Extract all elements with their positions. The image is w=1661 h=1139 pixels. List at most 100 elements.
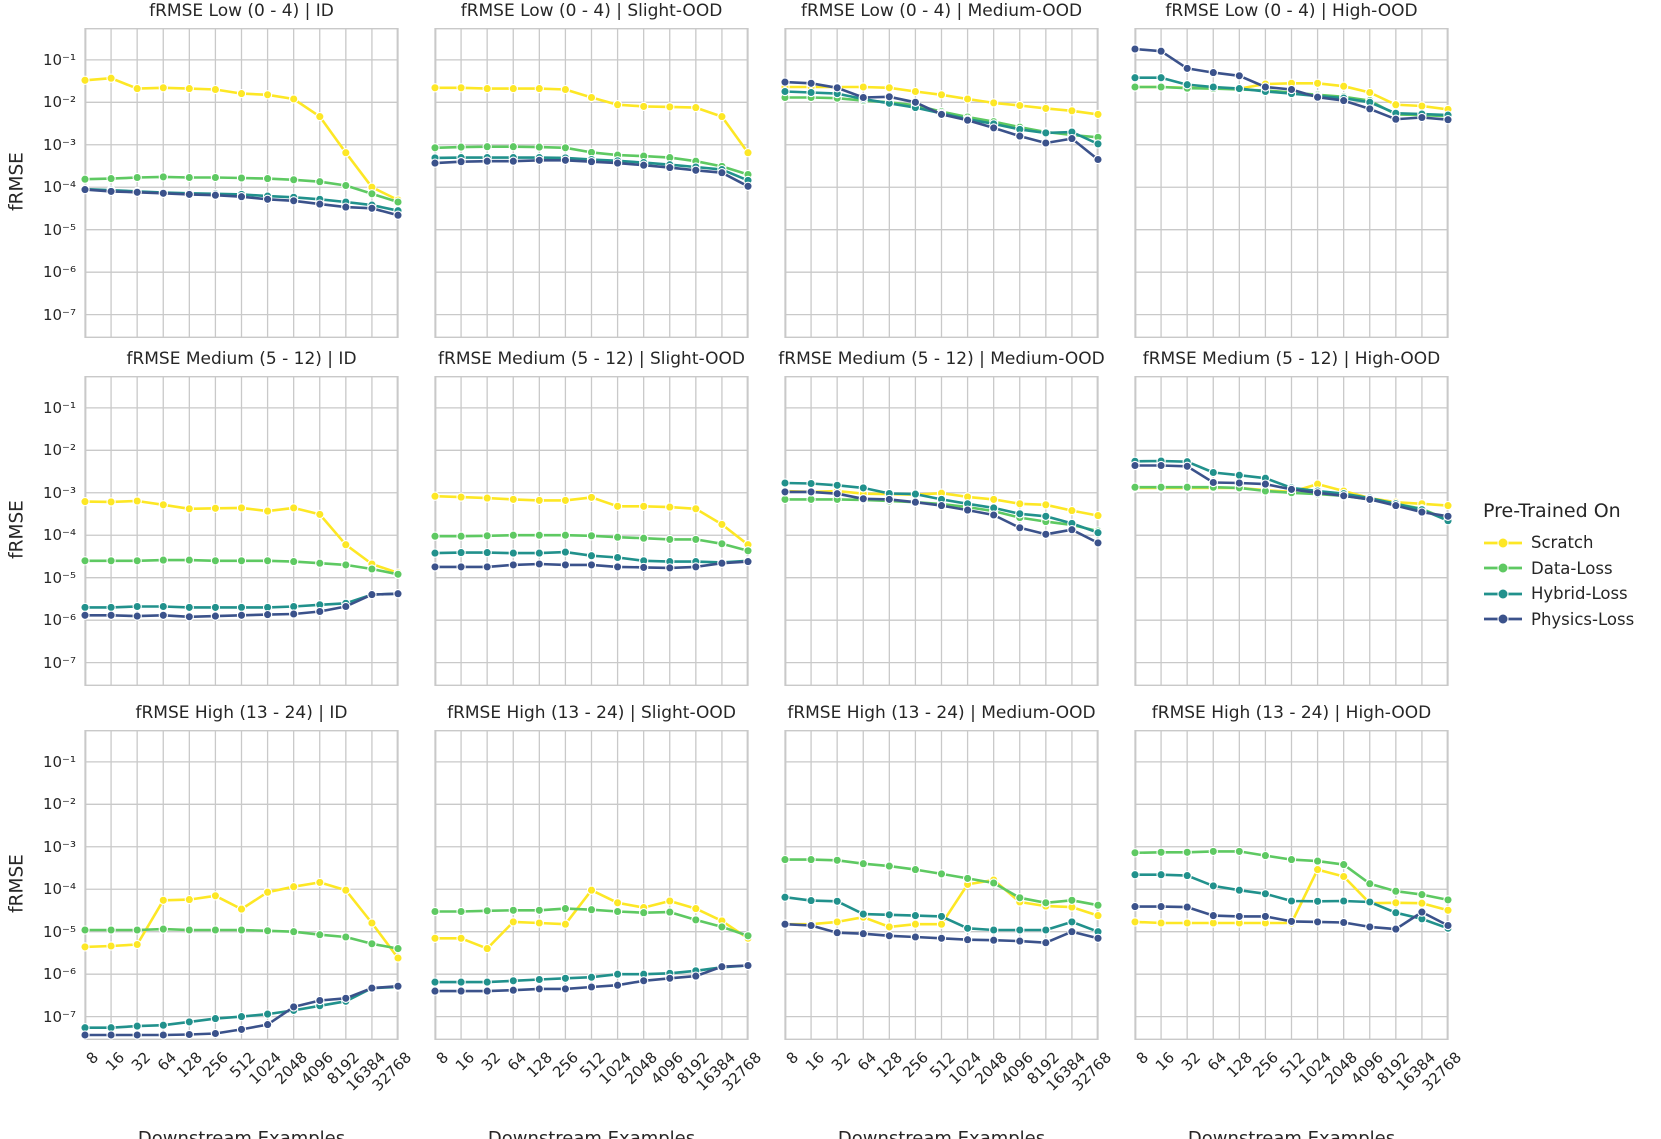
series-physics-loss — [1130, 460, 1453, 521]
data-point — [586, 972, 597, 982]
data-point — [158, 610, 168, 620]
data-point — [393, 589, 403, 599]
data-point — [80, 174, 90, 184]
data-point — [80, 556, 90, 566]
data-point — [936, 919, 947, 929]
data-point — [1015, 936, 1025, 946]
data-point — [1041, 898, 1051, 908]
subplot-title: fRMSE Low (0 - 4) | ID — [149, 1, 334, 21]
data-point — [289, 1002, 299, 1012]
data-point — [1130, 901, 1140, 912]
data-point — [508, 494, 518, 505]
data-point — [1443, 500, 1453, 511]
data-point — [482, 83, 492, 94]
data-point — [184, 504, 194, 514]
data-point — [158, 895, 168, 905]
subplot-0-3-canvas — [1130, 27, 1453, 339]
data-point — [262, 90, 273, 100]
data-point — [367, 564, 377, 574]
data-point — [262, 926, 273, 936]
data-point — [430, 83, 440, 93]
data-point — [665, 973, 675, 983]
data-point — [1260, 479, 1271, 489]
data-point — [482, 493, 492, 503]
data-point — [482, 906, 492, 916]
data-point — [1015, 523, 1025, 533]
data-point — [691, 915, 701, 925]
y-tick-label: 10⁻⁴ — [42, 526, 76, 545]
data-point — [210, 556, 221, 566]
data-point — [1093, 910, 1103, 921]
y-tick-label: 10⁻⁵ — [42, 568, 76, 587]
legend-title: Pre-Trained On — [1483, 500, 1621, 522]
data-point — [210, 503, 221, 513]
y-tick-label: 10⁻³ — [42, 135, 76, 154]
subplot-1-0-canvas — [80, 375, 403, 687]
data-point — [612, 969, 623, 979]
data-point — [1041, 529, 1051, 539]
data-point — [1234, 911, 1244, 922]
data-point — [132, 1030, 142, 1040]
data-point — [508, 530, 518, 540]
data-point — [534, 495, 544, 506]
legend-marker-dot — [1497, 562, 1509, 574]
data-point — [743, 181, 753, 191]
data-point — [1067, 133, 1077, 144]
data-point — [210, 1028, 221, 1039]
data-point — [210, 611, 221, 621]
data-point — [80, 496, 90, 507]
data-point — [560, 984, 571, 994]
data-point — [560, 547, 571, 557]
data-point — [1443, 511, 1453, 521]
data-point — [884, 92, 894, 102]
data-point — [132, 939, 142, 950]
data-point — [1067, 525, 1077, 535]
data-point — [1093, 528, 1103, 538]
data-point — [132, 925, 142, 935]
series-data-loss — [80, 924, 403, 954]
data-point — [158, 172, 168, 182]
data-point — [612, 532, 623, 542]
data-point — [691, 903, 701, 914]
data-point — [1339, 81, 1349, 91]
x-axis-label: Downstream Examples — [837, 1128, 1046, 1139]
legend-marker — [1484, 613, 1522, 625]
data-point — [832, 83, 842, 93]
axes-spine — [1134, 375, 1449, 687]
data-point — [962, 935, 973, 945]
data-point — [289, 196, 299, 206]
data-point — [262, 1009, 273, 1019]
data-point — [534, 155, 544, 165]
data-point — [210, 1013, 221, 1024]
data-point — [456, 142, 466, 152]
data-point — [534, 83, 544, 94]
series-data-loss — [1130, 846, 1453, 905]
x-axis-label: Downstream Examples — [487, 1128, 696, 1139]
legend-marker — [1484, 562, 1522, 574]
data-point — [832, 896, 842, 906]
data-point — [560, 560, 571, 570]
axes-spine — [434, 375, 749, 687]
data-point — [1443, 905, 1453, 915]
subplot-0-2-canvas — [780, 27, 1103, 339]
data-point — [315, 606, 325, 617]
data-point — [482, 547, 492, 558]
data-point — [989, 878, 999, 888]
y-tick-label: 10⁻⁶ — [42, 263, 76, 282]
data-point — [1443, 920, 1453, 931]
data-point — [1093, 538, 1103, 548]
data-point — [586, 982, 597, 992]
data-point — [80, 184, 90, 195]
data-point — [106, 602, 116, 613]
data-point — [1391, 100, 1401, 110]
data-point — [665, 563, 675, 573]
data-point — [639, 533, 649, 543]
data-point — [236, 904, 247, 914]
data-point — [1365, 879, 1375, 889]
data-point — [691, 102, 701, 113]
data-point — [586, 492, 597, 503]
gridlines — [434, 376, 749, 686]
legend-entry-label: Physics-Loss — [1531, 609, 1635, 629]
data-point — [1156, 460, 1166, 471]
data-point — [236, 925, 247, 935]
